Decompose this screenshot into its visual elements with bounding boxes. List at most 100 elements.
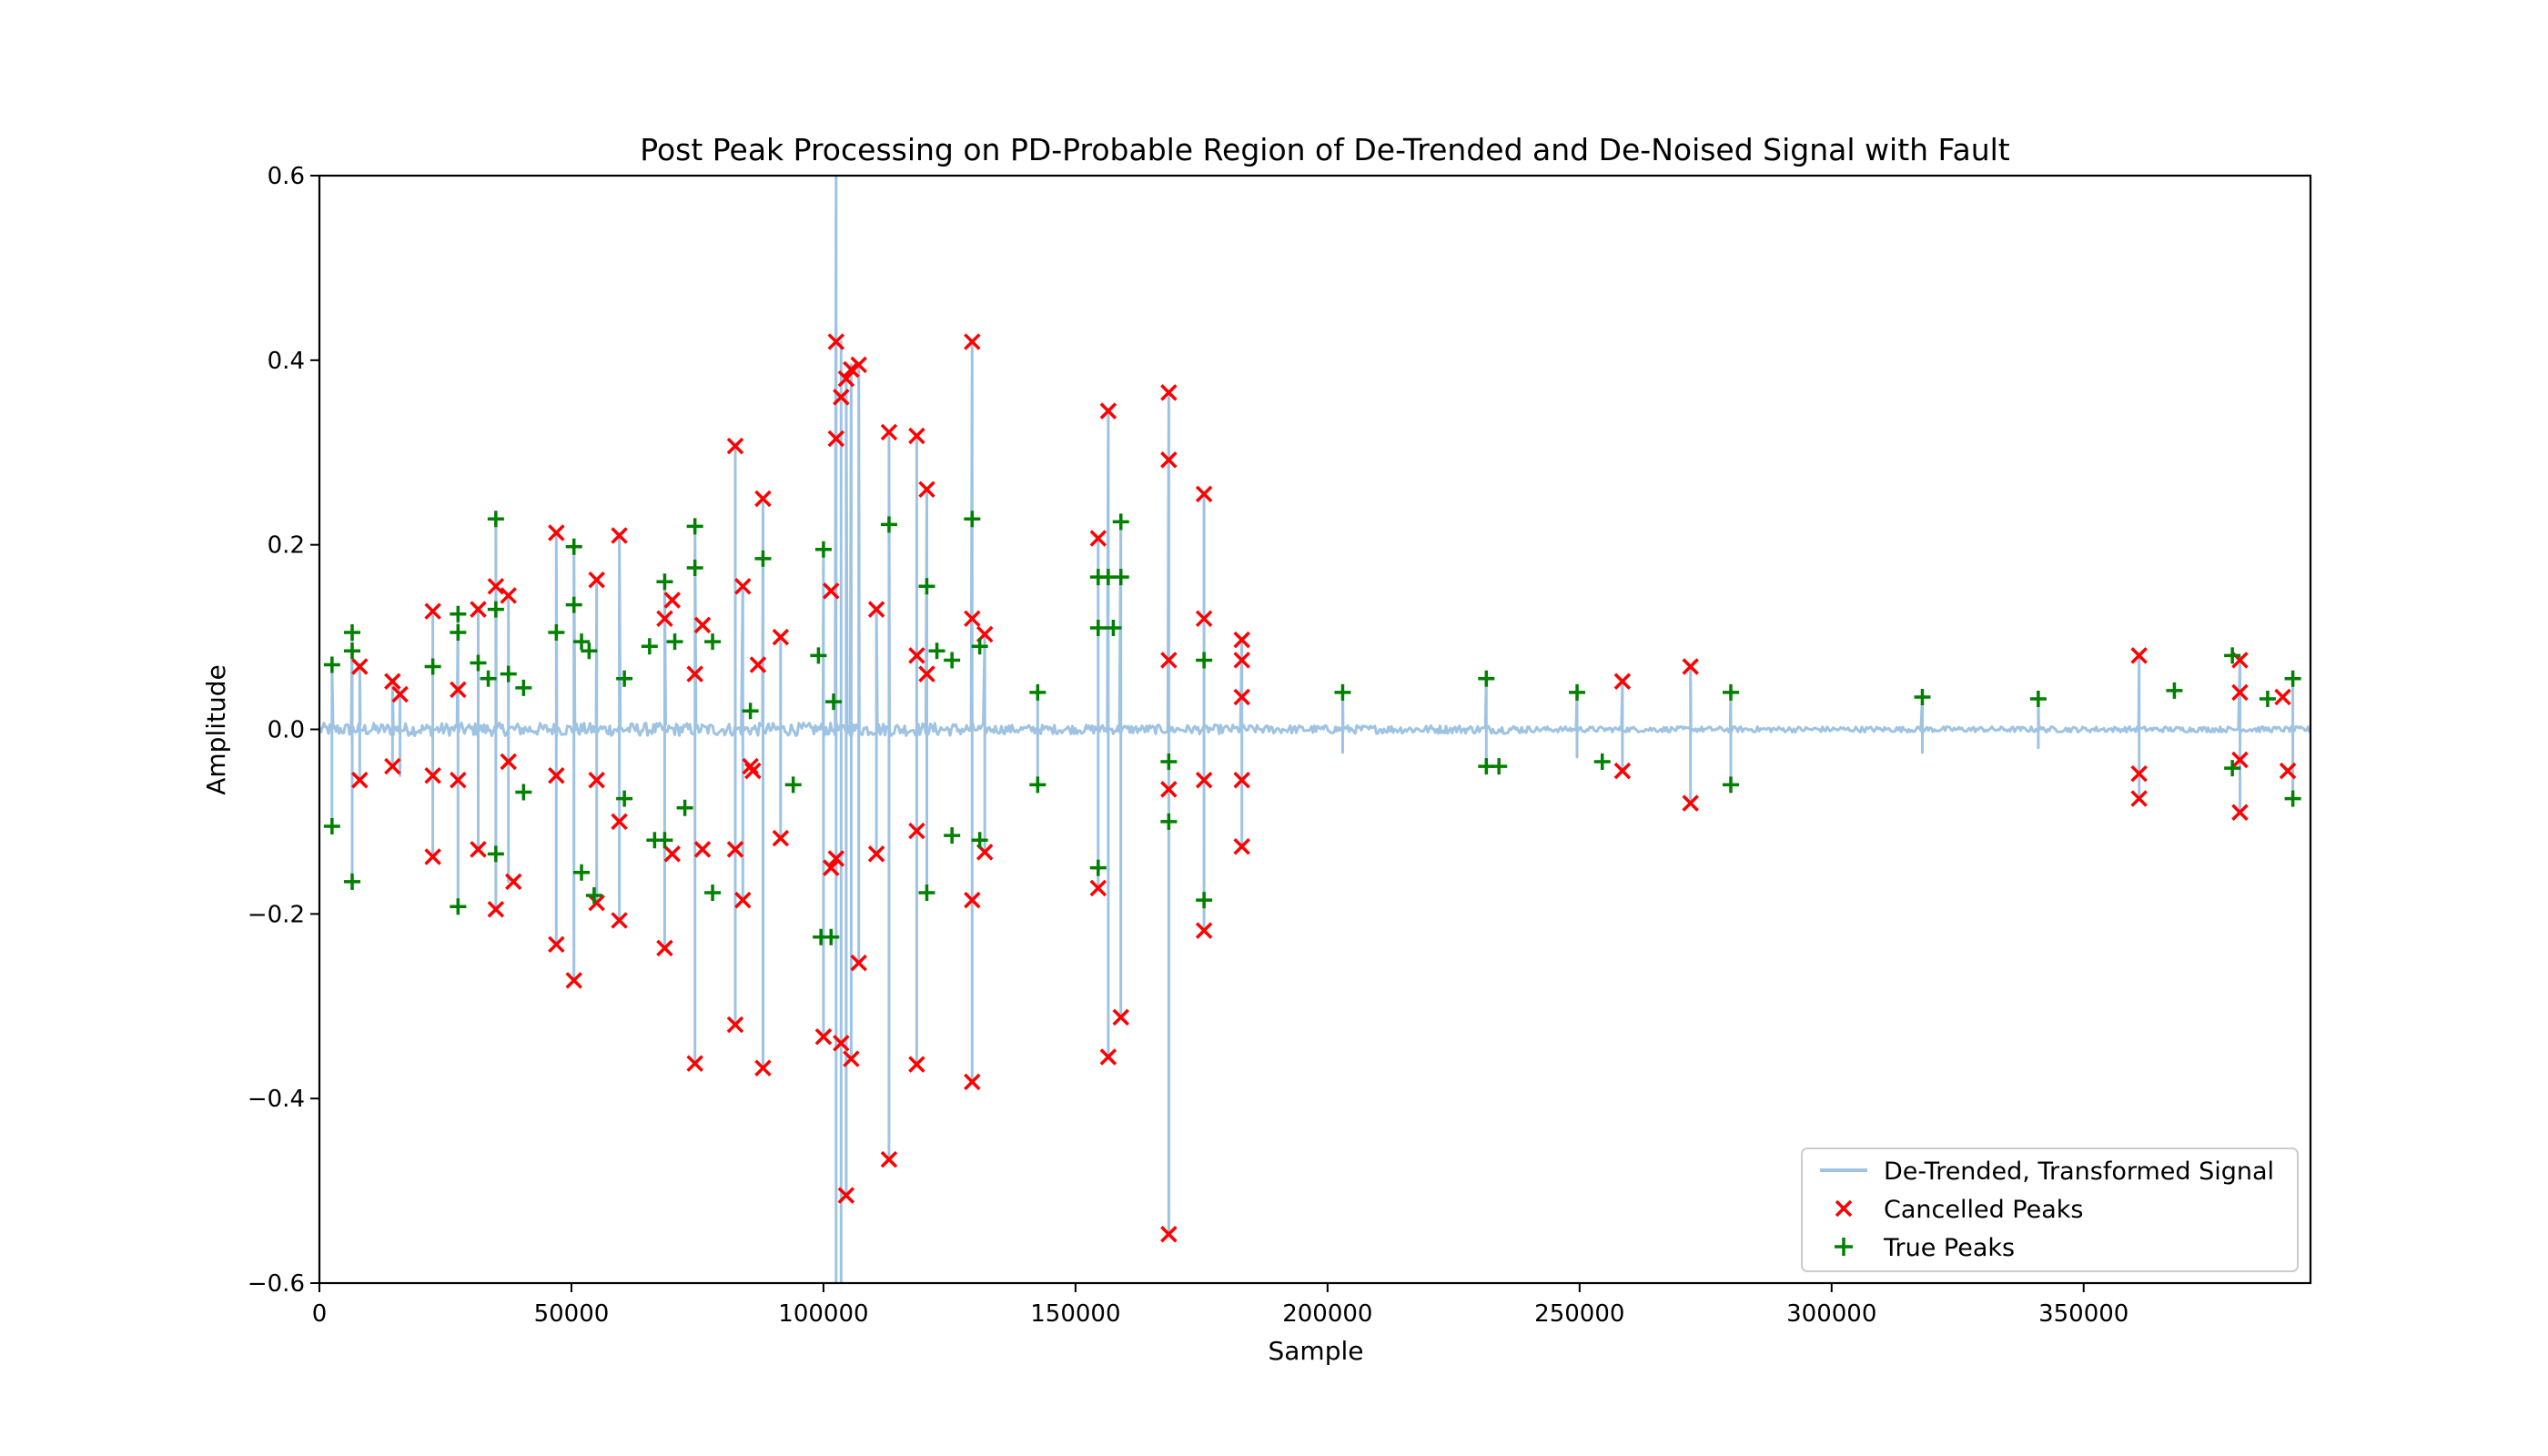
cancelled-peak-marker: [822, 582, 840, 600]
signal-line: [319, 176, 2310, 1283]
true-peak-marker: [754, 550, 772, 567]
cancelled-peak-marker: [1233, 772, 1250, 789]
true-peak-marker: [656, 573, 673, 591]
legend-box: [1801, 1148, 2299, 1272]
cancelled-peak-marker: [726, 1016, 744, 1034]
true-peak-marker: [500, 665, 517, 682]
cancelled-peak-marker: [2231, 804, 2249, 822]
cancelled-peak-marker: [964, 891, 981, 909]
cancelled-peak-marker: [734, 578, 752, 595]
true-peak-marker: [825, 693, 843, 711]
cancelled-peak-marker: [450, 681, 467, 699]
cancelled-peak-marker: [850, 356, 867, 374]
y-tick-label: −0.6: [248, 1270, 305, 1298]
y-tick-label: 0.6: [268, 163, 305, 190]
true-peak-marker: [823, 928, 840, 945]
true-peak-marker: [1112, 569, 1129, 586]
true-peak-marker: [1491, 758, 1508, 775]
true-peak-marker: [2284, 790, 2301, 807]
cancelled-peak-marker: [1099, 402, 1117, 420]
x-tick-label: 300000: [1786, 1300, 1876, 1328]
cancelled-peak-marker: [749, 656, 767, 673]
cancelled-peak-marker: [1089, 530, 1107, 547]
legend-x-marker: [1835, 1199, 1853, 1218]
true-peak-marker: [1478, 670, 1495, 687]
cancelled-peak-marker: [693, 841, 712, 858]
cancelled-peak-marker: [2274, 688, 2291, 706]
y-tick-label: −0.2: [248, 901, 305, 928]
cancelled-peak-marker: [500, 587, 517, 604]
cancelled-peak-marker: [1195, 485, 1213, 503]
cancelled-peak-marker: [772, 829, 790, 847]
cancelled-peak-marker: [588, 772, 605, 789]
true-peak-marker: [1196, 892, 1213, 909]
cancelled-peak-marker: [656, 610, 673, 628]
cancelled-peak-marker: [850, 954, 867, 972]
true-peak-marker: [666, 633, 683, 651]
true-peak-marker: [676, 799, 693, 816]
true-peak-marker: [742, 703, 759, 720]
cancelled-peak-marker: [754, 490, 772, 508]
cancelled-peak-marker: [424, 848, 441, 865]
x-tick-label: 150000: [1030, 1300, 1120, 1328]
x-axis-label: Sample: [1269, 1336, 1364, 1366]
true-peak-marker: [918, 885, 935, 902]
true-peak-marker: [928, 642, 945, 660]
true-peak-marker: [2259, 691, 2276, 708]
cancelled-peak-marker: [450, 772, 467, 789]
cancelled-peak-marker: [470, 601, 487, 618]
cancelled-peak-marker: [663, 845, 681, 863]
y-tick-label: 0.2: [268, 532, 305, 560]
true-peak-marker: [616, 670, 633, 687]
true-peak-marker: [344, 873, 361, 890]
cancelled-peak-marker: [908, 647, 925, 664]
cancelled-peak-marker: [908, 822, 925, 840]
cancelled-peak-marker: [505, 873, 522, 891]
cancelled-peak-marker: [548, 766, 565, 784]
y-tick-label: 0.0: [268, 717, 305, 744]
true-peak-marker: [2224, 760, 2241, 777]
cancelled-peak-marker: [693, 616, 712, 634]
cancelled-peak-marker: [611, 912, 628, 929]
legend-plus-marker: [1835, 1238, 1853, 1256]
cancelled-peak-marker: [424, 602, 441, 620]
x-axis: 0 50000 100000 150000 200000 250000 300000 3500…: [312, 1283, 2128, 1328]
cancelled-peak-marker: [1613, 672, 1632, 691]
true-peak-marker: [344, 642, 361, 660]
true-peak-marker: [1029, 683, 1046, 701]
cancelled-peak-marker: [1682, 794, 1699, 812]
true-peak-marker: [1722, 683, 1739, 701]
cancelled-peak-marker: [1112, 1008, 1129, 1026]
cancelled-peak-marker: [827, 430, 845, 448]
cancelled-peak-marker: [1233, 631, 1250, 649]
true-peak-marker: [944, 652, 961, 669]
true-peak-marker: [944, 827, 961, 844]
cancelled-peak-marker: [1613, 762, 1632, 780]
x-tick-label: 200000: [1282, 1300, 1372, 1328]
cancelled-peak-marker: [588, 894, 605, 912]
true-peak-marker: [581, 642, 598, 660]
cancelled-peak-marker: [744, 762, 762, 780]
plot-area: [319, 176, 2310, 1283]
cancelled-peak-marker: [384, 757, 401, 775]
cancelled-peak-marker: [384, 672, 401, 691]
cancelled-peak-marker: [837, 1187, 855, 1204]
true-peak-marker: [686, 518, 703, 535]
true-peak-marker: [656, 832, 673, 849]
cancelled-peak-marker: [1195, 922, 1213, 939]
true-peak-marker: [1089, 859, 1107, 876]
true-peak-marker: [424, 658, 441, 675]
cancelled-peak-marker: [1160, 451, 1178, 469]
cancelled-peak-marker: [351, 772, 369, 789]
cancelled-peak-marker: [908, 1056, 925, 1073]
true-peak-marker: [573, 633, 591, 651]
cancelled-peak-marker: [686, 1055, 703, 1072]
cancelled-peak-marker: [918, 480, 935, 499]
true-peak-marker: [487, 845, 504, 863]
true-peak-marker: [1722, 776, 1739, 794]
chart-title: Post Peak Processing on PD-Probable Regi…: [640, 132, 2010, 167]
cancelled-peak-marker: [487, 901, 505, 918]
cancelled-peak-marker: [726, 437, 744, 455]
true-peak-marker: [1593, 753, 1611, 770]
legend-label-signal: De-Trended, Transformed Signal: [1884, 1158, 2274, 1186]
